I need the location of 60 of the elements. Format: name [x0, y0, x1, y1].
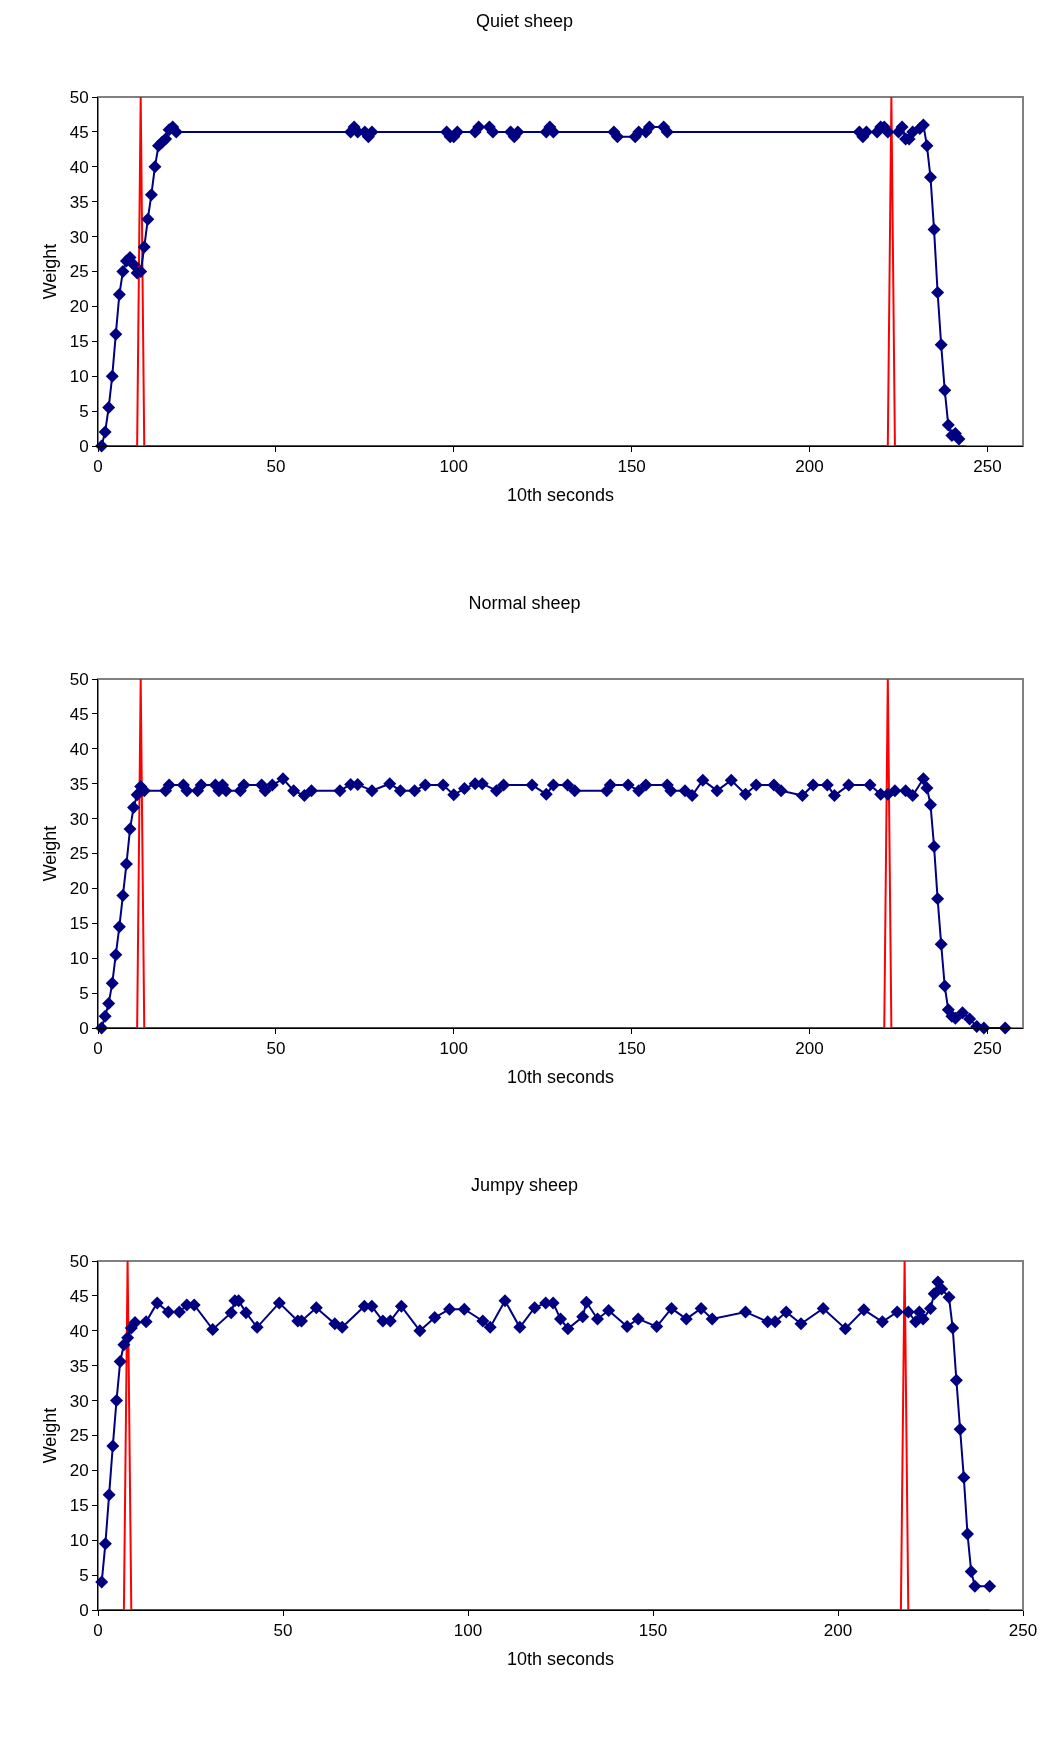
- y-tick-label: 35: [69, 1356, 89, 1376]
- x-tick-label: 150: [617, 1039, 646, 1059]
- x-tick-label: 100: [439, 457, 468, 477]
- y-tick-label: 25: [69, 1426, 89, 1446]
- y-tick-label: 0: [79, 1600, 89, 1620]
- y-tick-label: 50: [69, 87, 89, 107]
- chart-title: Normal sheep: [468, 593, 581, 614]
- y-tick-label: 5: [79, 984, 89, 1004]
- x-tick-label: 200: [795, 457, 824, 477]
- x-tick-label: 0: [93, 457, 103, 477]
- y-tick-label: 30: [69, 227, 89, 247]
- y-tick-label: 45: [69, 1286, 89, 1306]
- x-tick-label: 250: [1008, 1621, 1038, 1641]
- y-tick-label: 20: [69, 1461, 89, 1481]
- y-tick-label: 0: [79, 436, 89, 456]
- y-tick-label: 5: [79, 402, 89, 422]
- x-tick-label: 50: [266, 457, 286, 477]
- y-tick-label: 30: [69, 809, 89, 829]
- x-axis-title: 10th seconds: [506, 1066, 615, 1087]
- x-axis-title: 10th seconds: [506, 1648, 615, 1669]
- y-tick-label: 10: [69, 949, 89, 969]
- x-tick-label: 250: [973, 1039, 1002, 1059]
- y-tick-label: 20: [69, 879, 89, 899]
- x-tick-label: 100: [439, 1039, 468, 1059]
- y-tick-label: 40: [69, 739, 89, 759]
- x-tick-label: 150: [638, 1621, 668, 1641]
- y-tick-label: 10: [69, 1531, 89, 1551]
- y-axis-title: Weight: [39, 825, 60, 882]
- x-axis-title: 10th seconds: [506, 484, 615, 505]
- y-tick-label: 45: [69, 122, 89, 142]
- x-tick-label: 200: [795, 1039, 824, 1059]
- y-tick-label: 15: [69, 332, 89, 352]
- chart-title: Jumpy sheep: [470, 1175, 579, 1196]
- x-tick-label: 150: [617, 457, 646, 477]
- y-tick-label: 15: [69, 1496, 89, 1516]
- y-tick-label: 20: [69, 297, 89, 317]
- y-tick-label: 0: [79, 1018, 89, 1038]
- y-tick-label: 40: [69, 157, 89, 177]
- y-tick-label: 25: [69, 262, 89, 282]
- y-tick-label: 45: [69, 704, 89, 724]
- y-tick-label: 50: [69, 669, 89, 689]
- y-axis-title: Weight: [39, 1407, 60, 1464]
- x-tick-label: 0: [93, 1621, 103, 1641]
- y-tick-label: 35: [69, 192, 89, 212]
- y-axis-title: Weight: [39, 243, 60, 300]
- chart-title: Quiet sheep: [475, 11, 574, 32]
- x-tick-label: 200: [823, 1621, 853, 1641]
- y-tick-label: 10: [69, 367, 89, 387]
- y-tick-label: 15: [69, 914, 89, 934]
- x-tick-label: 50: [266, 1039, 286, 1059]
- x-tick-label: 100: [453, 1621, 483, 1641]
- y-tick-label: 25: [69, 844, 89, 864]
- y-tick-label: 35: [69, 774, 89, 794]
- y-tick-label: 5: [79, 1566, 89, 1586]
- y-tick-label: 30: [69, 1391, 89, 1411]
- y-tick-label: 50: [69, 1251, 89, 1271]
- x-tick-label: 250: [973, 457, 1002, 477]
- y-tick-label: 40: [69, 1321, 89, 1341]
- x-tick-label: 50: [273, 1621, 293, 1641]
- x-tick-label: 0: [93, 1039, 103, 1059]
